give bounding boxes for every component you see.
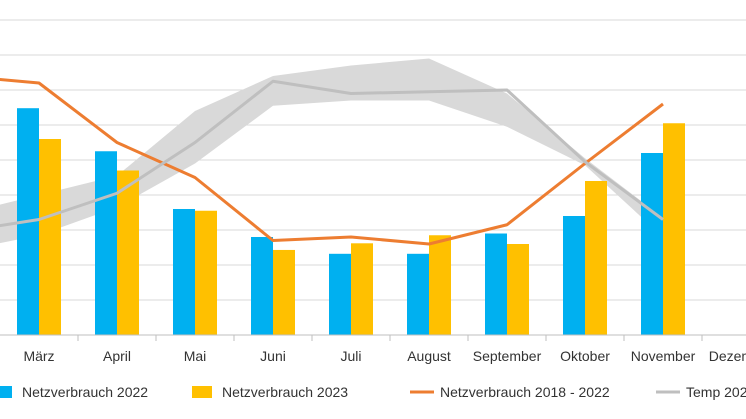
bar-netzverbrauch-2023-september xyxy=(507,244,529,335)
legend-swatch-netzverbrauch-2023 xyxy=(192,386,212,398)
line-temp-2021-2023 xyxy=(0,79,664,228)
x-tick-label-november: November xyxy=(631,348,696,364)
bar-netzverbrauch-2023-august xyxy=(429,235,451,335)
bar-netzverbrauch-2023-oktober xyxy=(585,181,607,335)
x-tick-label-september: September xyxy=(473,348,542,364)
x-axis: März April Mai Juni Juli August September Oktob… xyxy=(0,334,746,364)
x-tick-label-august: August xyxy=(407,348,451,364)
x-tick-label-oktober: Oktober xyxy=(560,348,610,364)
bar-netzverbrauch-2023-november xyxy=(663,123,685,335)
legend: Netzverbrauch 2022 Netzverbrauch 2023 Netz… xyxy=(0,384,746,400)
bar-netzverbrauch-2022-juni xyxy=(251,237,273,335)
bar-netzverbrauch-2022-april xyxy=(95,151,117,335)
x-tick-label-märz: März xyxy=(23,348,54,364)
bar-netzverbrauch-2022-august xyxy=(407,253,429,335)
bar-netzverbrauch-2022-september xyxy=(485,233,507,335)
bar-netzverbrauch-2022-november xyxy=(641,153,663,335)
bar-series xyxy=(17,108,685,335)
legend-label-netzverbrauch-2022: Netzverbrauch 2022 xyxy=(22,384,148,400)
bar-netzverbrauch-2023-märz xyxy=(39,139,61,335)
temperature-range-band xyxy=(0,58,663,244)
legend-label-netzverbrauch-2023: Netzverbrauch 2023 xyxy=(222,384,348,400)
bar-netzverbrauch-2022-oktober xyxy=(563,216,585,335)
x-tick-label-juli: Juli xyxy=(340,348,361,364)
bar-netzverbrauch-2022-juli xyxy=(329,253,351,335)
legend-label-temp-2021-2023: Temp 2021 - 2023 xyxy=(686,384,746,400)
line-series xyxy=(0,77,664,246)
bar-netzverbrauch-2023-april xyxy=(117,170,139,335)
x-tick-label-april: April xyxy=(103,348,131,364)
x-tick-label-juni: Juni xyxy=(260,348,286,364)
bar-netzverbrauch-2022-mai xyxy=(173,209,195,335)
legend-swatch-netzverbrauch-2022 xyxy=(0,386,12,398)
bar-netzverbrauch-2023-mai xyxy=(195,210,217,335)
temperature-band-area xyxy=(0,58,663,244)
x-tick-label-mai: Mai xyxy=(184,348,207,364)
bar-netzverbrauch-2023-juni xyxy=(273,249,295,335)
legend-label-netzverbrauch-2018-2022: Netzverbrauch 2018 - 2022 xyxy=(440,384,610,400)
bar-netzverbrauch-2023-juli xyxy=(351,243,373,335)
x-tick-label-dezember: Dezember xyxy=(709,348,746,364)
line-netzverbrauch-2018-2022 xyxy=(0,77,664,246)
